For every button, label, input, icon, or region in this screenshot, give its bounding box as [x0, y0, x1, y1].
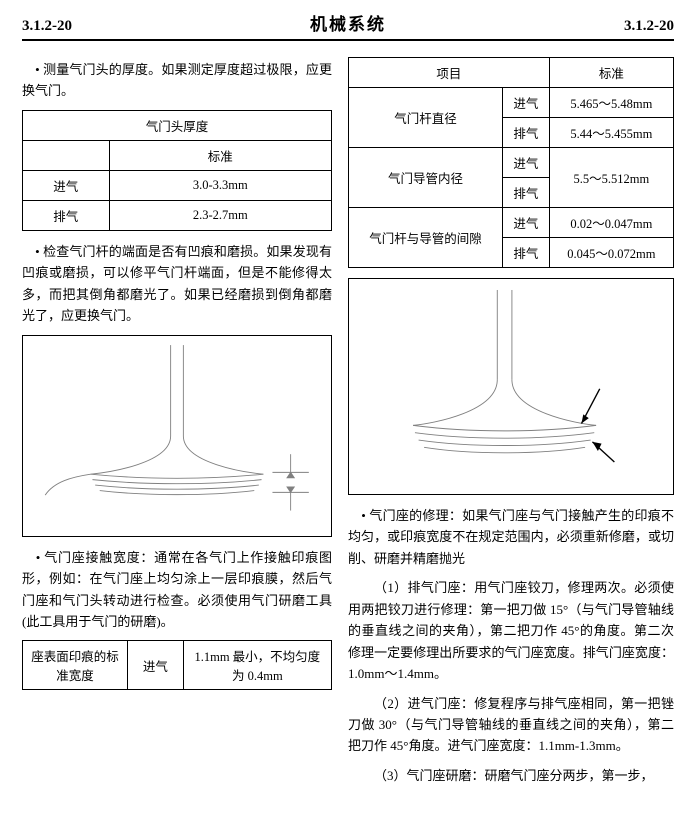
table1-title: 气门头厚度: [23, 110, 332, 140]
rt-header-std: 标准: [549, 58, 673, 88]
right-column: 项目 标准 气门杆直径 进气 5.465～5.48mm 排气 5.44～5.45…: [348, 53, 674, 794]
left-column: 测量气门头的厚度。如果测定厚度超过极限，应更换气门。 气门头厚度 标准 进气 3…: [22, 53, 332, 794]
table-row: 气门导管内径 进气 5.5～5.512mm: [349, 148, 674, 178]
rt-r0-val: 5.465～5.48mm: [549, 88, 673, 118]
rt-r2-val: 5.5～5.512mm: [549, 148, 673, 208]
table-row: 排气 2.3-2.7mm: [23, 200, 332, 230]
table2-value: 1.1mm 最小，不均匀度为 0.4mm: [183, 641, 331, 690]
table-row: 进气 3.0-3.3mm: [23, 170, 332, 200]
rt-header-item: 项目: [349, 58, 550, 88]
valve-figure-right: [348, 278, 674, 495]
rt-r4-sub: 进气: [503, 208, 550, 238]
table-row: 座表面印痕的标准宽度 进气 1.1mm 最小，不均匀度为 0.4mm: [23, 641, 332, 690]
rt-r4-val: 0.02～0.047mm: [549, 208, 673, 238]
rt-r4-item: 气门杆与导管的间隙: [349, 208, 503, 268]
rt-r0-item: 气门杆直径: [349, 88, 503, 148]
table1-r0-label: 进气: [23, 170, 110, 200]
table1-r0-value: 3.0-3.3mm: [109, 170, 331, 200]
seat-surface-mark-table: 座表面印痕的标准宽度 进气 1.1mm 最小，不均匀度为 0.4mm: [22, 640, 332, 690]
rt-r3-sub: 排气: [503, 178, 550, 208]
table2-col1: 进气: [128, 641, 184, 690]
table1-r1-value: 2.3-2.7mm: [109, 200, 331, 230]
right-para-2: （1）排气门座：用气门座铰刀，修理两次。必须使用两把铰刀进行修理：第一把刀做 1…: [348, 577, 674, 684]
table-row: 气门杆与导管的间隙 进气 0.02～0.047mm: [349, 208, 674, 238]
rt-r2-item: 气门导管内径: [349, 148, 503, 208]
table1-r1-label: 排气: [23, 200, 110, 230]
header-right: 3.1.2-20: [624, 18, 674, 35]
table1-std-header: 标准: [109, 140, 331, 170]
rt-r0-sub: 进气: [503, 88, 550, 118]
left-para-2: 检查气门杆的端面是否有凹痕和磨损。如果发现有凹痕或磨损，可以修平气门杆端面，但是…: [22, 241, 332, 327]
header-center: 机械系统: [310, 10, 386, 35]
table2-rowlabel: 座表面印痕的标准宽度: [23, 641, 128, 690]
valve-stem-spec-table: 项目 标准 气门杆直径 进气 5.465～5.48mm 排气 5.44～5.45…: [348, 57, 674, 268]
rt-r1-val: 5.44～5.455mm: [549, 118, 673, 148]
header-left: 3.1.2-20: [22, 18, 72, 35]
right-para-4: （3）气门座研磨：研磨气门座分两步，第一步，: [348, 765, 674, 786]
rt-r5-val: 0.045～0.072mm: [549, 238, 673, 268]
page-header: 3.1.2-20 机械系统 3.1.2-20: [22, 10, 674, 41]
right-para-1: 气门座的修理：如果气门座与气门接触产生的印痕不均匀，或印痕宽度不在规定范围内，必…: [348, 505, 674, 569]
left-para-3: 气门座接触宽度：通常在各气门上作接触印痕图形，例如：在气门座上均匀涂上一层印痕膜…: [22, 547, 332, 633]
right-para-3: （2）进气门座：修复程序与排气座相同，第一把锉刀做 30°（与气门导管轴线的垂直…: [348, 693, 674, 757]
rt-r1-sub: 排气: [503, 118, 550, 148]
valve-head-thickness-table: 气门头厚度 标准 进气 3.0-3.3mm 排气 2.3-2.7mm: [22, 110, 332, 231]
valve-figure-left: [22, 335, 332, 537]
table-row: 气门杆直径 进气 5.465～5.48mm: [349, 88, 674, 118]
rt-r2-sub: 进气: [503, 148, 550, 178]
left-para-1: 测量气门头的厚度。如果测定厚度超过极限，应更换气门。: [22, 59, 332, 102]
rt-r5-sub: 排气: [503, 238, 550, 268]
